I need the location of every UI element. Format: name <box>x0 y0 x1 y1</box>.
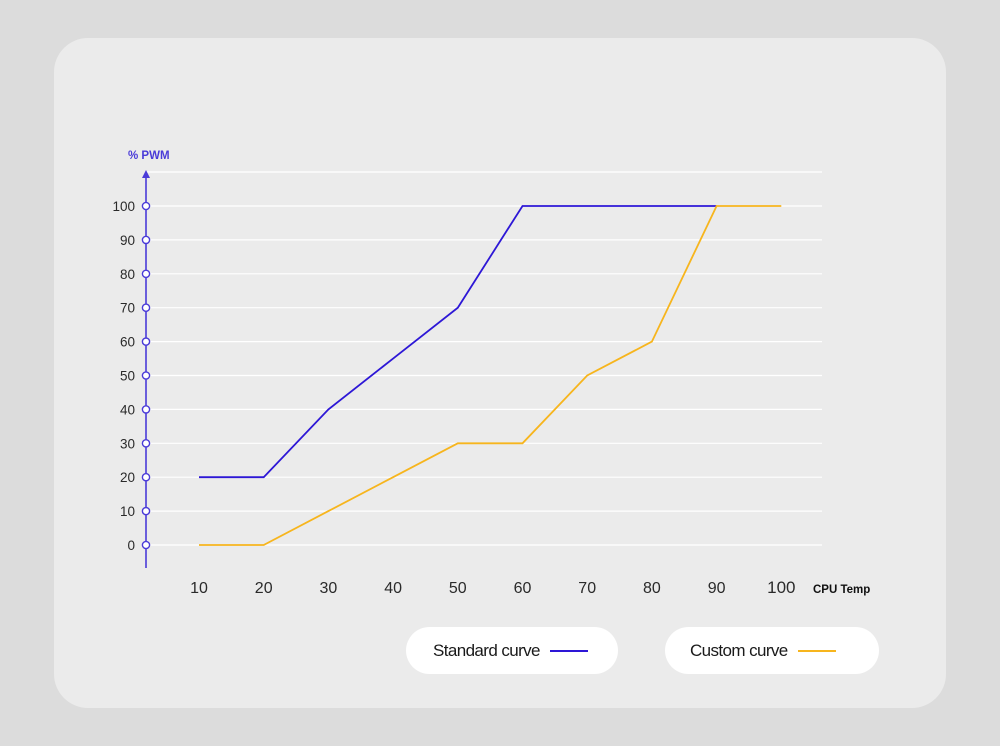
y-axis-title: % PWM <box>128 150 170 162</box>
y-axis-arrow <box>142 170 150 178</box>
custom-curve-line <box>199 205 782 546</box>
y-tick-label: 50 <box>120 369 135 384</box>
y-tick-marker <box>141 540 151 550</box>
y-tick-marker <box>141 235 151 245</box>
x-tick-label: 50 <box>449 580 467 597</box>
legend-standard-label: Standard curve <box>433 640 540 660</box>
y-tick-marker <box>141 472 151 482</box>
x-tick-label: 80 <box>643 580 661 597</box>
standard-curve-line <box>199 205 717 479</box>
x-tick-label: 40 <box>384 580 402 597</box>
y-tick-marker <box>141 269 151 279</box>
x-tick-label: 90 <box>708 580 726 597</box>
y-tick-marker <box>141 371 151 380</box>
x-tick-label: 100 <box>767 578 795 597</box>
y-tick-marker <box>141 438 151 448</box>
y-tick-label: 60 <box>120 335 135 350</box>
y-tick-label: 20 <box>120 470 135 485</box>
x-axis-title: CPU Temp <box>813 584 870 596</box>
y-tick-marker <box>141 506 151 516</box>
y-tick-marker <box>141 337 151 346</box>
x-tick-label: 10 <box>190 580 208 597</box>
y-tick-label: 80 <box>120 267 135 282</box>
y-tick-label: 100 <box>112 199 135 214</box>
y-tick-label: 30 <box>120 436 135 451</box>
standard-line-swatch <box>549 649 588 652</box>
x-tick-label: 20 <box>255 580 273 597</box>
y-tick-marker <box>141 201 151 211</box>
x-tick-label: 70 <box>578 580 596 597</box>
y-tick-label: 40 <box>120 402 135 417</box>
x-tick-label: 60 <box>514 580 532 597</box>
series-lines <box>199 205 782 546</box>
grid-lines <box>146 171 822 546</box>
y-tick-label: 90 <box>120 233 135 248</box>
custom-line-swatch <box>797 649 836 652</box>
y-tick-marker <box>141 405 151 414</box>
chart-card <box>54 38 946 708</box>
y-tick-label: 70 <box>120 301 135 316</box>
y-tick-label: 10 <box>120 504 135 519</box>
y-tick-marker <box>141 303 151 313</box>
y-tick-label: 0 <box>127 538 135 553</box>
x-tick-label: 30 <box>320 580 338 597</box>
legend-standard-curve[interactable]: Standard curve <box>406 627 618 674</box>
legend-custom-label: Custom curve <box>690 640 788 660</box>
y-axis <box>141 170 151 568</box>
legend-custom-curve[interactable]: Custom curve <box>665 627 879 674</box>
